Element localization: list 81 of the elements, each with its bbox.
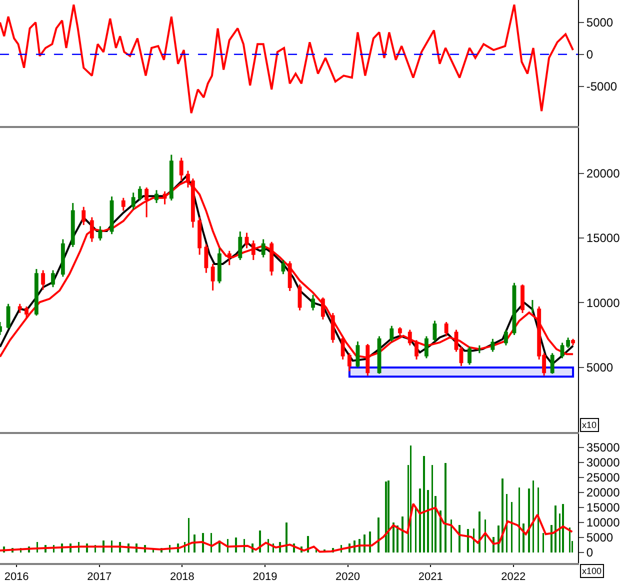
candlestick — [356, 340, 360, 368]
candlestick — [110, 196, 114, 235]
candlestick — [288, 260, 292, 292]
x-tick-label: 2017 — [87, 571, 112, 582]
x-tick-label: 2022 — [501, 571, 526, 582]
x-tick-label: 2016 — [4, 571, 29, 582]
candlestick — [144, 186, 149, 218]
candlestick — [251, 240, 256, 261]
candlestick — [121, 197, 126, 212]
candlestick — [444, 321, 448, 338]
candlestick — [530, 299, 534, 314]
y-tick-label: 10000 — [586, 516, 620, 530]
candlestick — [270, 241, 274, 276]
candlestick — [398, 326, 402, 338]
candlestick — [169, 154, 174, 202]
y-tick-label: 35000 — [586, 440, 620, 455]
y-tick-label: 20000 — [586, 486, 620, 500]
y-tick-label: 5000 — [586, 16, 614, 30]
candlestick — [347, 352, 352, 372]
candlestick — [571, 338, 575, 346]
candlestick — [566, 336, 570, 349]
y-tick-label: 5000 — [586, 530, 614, 545]
candlestick — [131, 192, 136, 210]
y-tick-label: 5000 — [586, 360, 614, 375]
y-tick-label: 30000 — [586, 456, 620, 470]
line-series — [0, 502, 574, 553]
candlestick — [24, 306, 28, 319]
candlestick — [520, 284, 524, 314]
candlestick — [550, 352, 554, 375]
candlestick — [204, 244, 208, 274]
candlestick — [162, 190, 167, 206]
candlestick — [298, 284, 302, 312]
candlestick — [82, 206, 86, 226]
candlestick — [261, 238, 266, 258]
candlestick — [51, 270, 55, 288]
candlestick — [320, 296, 325, 320]
candlestick — [210, 263, 215, 292]
candlestick — [60, 238, 65, 278]
candlestick — [432, 320, 437, 342]
candlestick — [504, 329, 508, 346]
y-tick-label: 10000 — [586, 296, 620, 310]
candlestick — [90, 216, 94, 243]
candlestick — [424, 336, 428, 360]
x-tick-label: 2018 — [170, 571, 194, 582]
line-series — [0, 4, 574, 114]
candlestick — [198, 216, 202, 256]
text: x100 — [582, 566, 602, 576]
text: x10 — [582, 420, 597, 430]
candlestick — [560, 342, 564, 360]
candlestick — [238, 230, 242, 261]
candlestick — [98, 226, 102, 242]
candlestick — [244, 232, 249, 250]
candlestick — [6, 303, 10, 330]
candlestick — [490, 338, 495, 353]
y-tick-label: 0 — [586, 546, 594, 560]
candlestick — [217, 248, 222, 284]
y-tick-label: -5000 — [586, 80, 618, 94]
candlestick — [468, 346, 472, 366]
candlestick — [34, 268, 38, 316]
x-tick-label: 2021 — [418, 571, 443, 582]
x-tick-label: 2020 — [336, 571, 360, 582]
candlestick — [408, 329, 412, 346]
candlestick — [227, 250, 232, 266]
candlestick — [377, 336, 382, 375]
candlestick — [154, 189, 158, 204]
candlestick — [477, 344, 482, 354]
candlestick — [138, 185, 142, 202]
y-tick-label: 15000 — [586, 231, 620, 246]
candlestick — [41, 270, 46, 290]
candlestick — [70, 202, 75, 248]
y-tick-label: 0 — [586, 48, 594, 62]
candlestick — [512, 282, 516, 336]
candlestick — [390, 325, 394, 342]
x-tick-label: 2019 — [252, 571, 278, 582]
y-tick-label: 25000 — [586, 470, 620, 485]
candlestick — [18, 303, 22, 314]
candlestick — [281, 259, 286, 275]
candlestick — [330, 312, 335, 344]
candlestick — [311, 294, 315, 312]
y-tick-label: 20000 — [586, 166, 620, 180]
y-tick-label: 15000 — [586, 500, 620, 515]
